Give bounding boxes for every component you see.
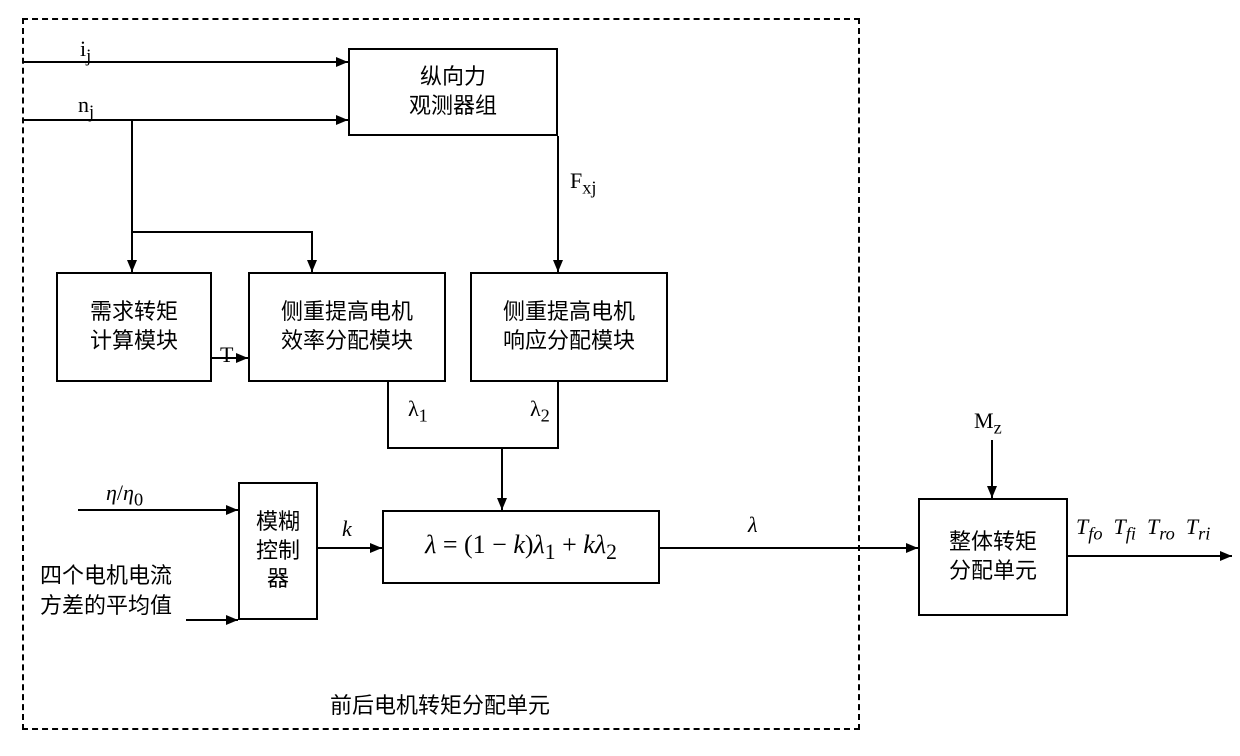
label-nj: nj	[78, 92, 94, 122]
longitudinal-force-observer-block: 纵向力观测器组	[348, 48, 558, 136]
label-fxj: Fxj	[570, 168, 597, 198]
caption-front-rear-unit: 前后电机转矩分配单元	[330, 688, 550, 720]
overall-torque-allocation-block: 整体转矩分配单元	[918, 498, 1068, 616]
efficiency-allocation-module-block: 侧重提高电机效率分配模块	[248, 272, 446, 382]
demand-torque-module-block: 需求转矩计算模块	[56, 272, 212, 382]
label-variance-line1: 四个电机电流	[40, 558, 172, 590]
response-allocation-module-block: 侧重提高电机响应分配模块	[470, 272, 668, 382]
fuzzy-controller-block: 模糊控制器	[238, 482, 318, 620]
label-lambda: λ	[748, 512, 758, 538]
lambda-formula-block: λ = (1 − k)λ1 + kλ2	[382, 510, 660, 584]
label-T: T	[220, 342, 233, 368]
label-mz: Mz	[974, 408, 1002, 438]
diagram-canvas: 纵向力观测器组 需求转矩计算模块 侧重提高电机效率分配模块 侧重提高电机响应分配…	[0, 0, 1240, 756]
label-ij: ij	[80, 36, 91, 66]
label-lambda2: λ2	[530, 396, 550, 426]
lambda-formula-text: λ = (1 − k)λ1 + kλ2	[425, 528, 617, 566]
label-lambda1: λ1	[408, 396, 428, 426]
label-variance-line2: 方差的平均值	[40, 588, 172, 620]
label-outputs: Tfo Tfi Tro Tri	[1076, 514, 1210, 544]
label-eta-ratio: η/η0	[106, 480, 143, 510]
label-k: k	[342, 516, 352, 542]
